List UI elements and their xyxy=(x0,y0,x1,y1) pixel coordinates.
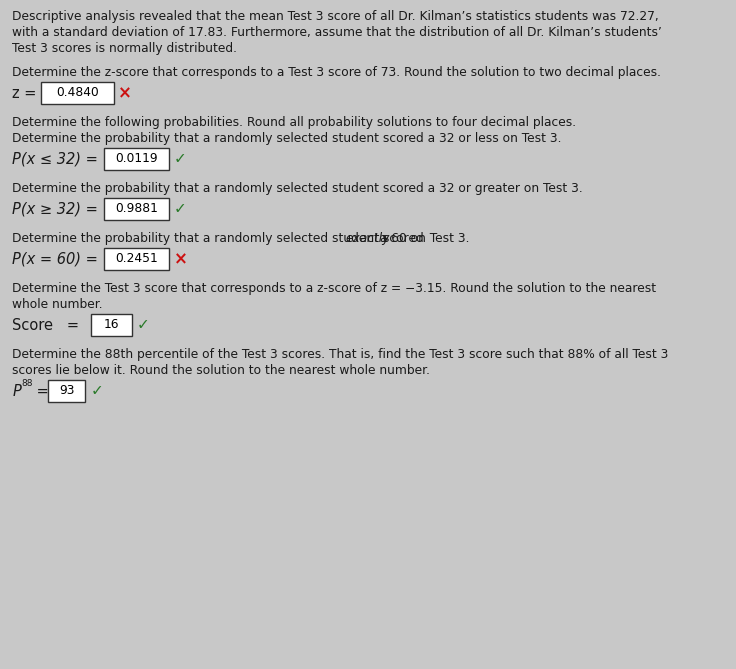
Text: Determine the z-score that corresponds to a Test 3 score of 73. Round the soluti: Determine the z-score that corresponds t… xyxy=(13,66,662,79)
Text: =: = xyxy=(32,384,49,399)
Text: exactly: exactly xyxy=(345,232,389,245)
Text: 0.0119: 0.0119 xyxy=(115,153,158,165)
Text: 0.4840: 0.4840 xyxy=(56,86,99,100)
Text: ✓: ✓ xyxy=(174,201,187,217)
Text: Test 3 scores is normally distributed.: Test 3 scores is normally distributed. xyxy=(13,42,237,55)
Text: z =: z = xyxy=(13,86,37,101)
Text: P(x ≥ 32) =: P(x ≥ 32) = xyxy=(13,202,98,217)
Text: 0.2451: 0.2451 xyxy=(115,252,158,266)
Text: 88: 88 xyxy=(21,379,32,388)
FancyBboxPatch shape xyxy=(104,248,169,270)
Text: Score   =: Score = xyxy=(13,318,79,333)
Text: 0.9881: 0.9881 xyxy=(115,203,158,215)
Text: with a standard deviation of 17.83. Furthermore, assume that the distribution of: with a standard deviation of 17.83. Furt… xyxy=(13,26,662,39)
Text: 16: 16 xyxy=(104,318,119,332)
Text: Determine the 88th percentile of the Test 3 scores. That is, find the Test 3 sco: Determine the 88th percentile of the Tes… xyxy=(13,348,669,361)
Text: 93: 93 xyxy=(59,385,74,397)
Text: a 60 on Test 3.: a 60 on Test 3. xyxy=(376,232,470,245)
Text: ×: × xyxy=(118,84,132,102)
Text: P: P xyxy=(13,384,21,399)
Text: Determine the Test 3 score that corresponds to a z-score of z = −3.15. Round the: Determine the Test 3 score that correspo… xyxy=(13,282,657,295)
Text: ✓: ✓ xyxy=(137,318,150,332)
Text: whole number.: whole number. xyxy=(13,298,103,311)
FancyBboxPatch shape xyxy=(91,314,132,336)
Text: Determine the following probabilities. Round all probability solutions to four d: Determine the following probabilities. R… xyxy=(13,116,576,129)
Text: Determine the probability that a randomly selected student scored a 32 or greate: Determine the probability that a randoml… xyxy=(13,182,583,195)
FancyBboxPatch shape xyxy=(49,380,85,402)
Text: scores lie below it. Round the solution to the nearest whole number.: scores lie below it. Round the solution … xyxy=(13,364,431,377)
Text: Descriptive analysis revealed that the mean Test 3 score of all Dr. Kilman’s sta: Descriptive analysis revealed that the m… xyxy=(13,10,659,23)
Text: P(x = 60) =: P(x = 60) = xyxy=(13,252,98,267)
FancyBboxPatch shape xyxy=(104,148,169,170)
FancyBboxPatch shape xyxy=(104,198,169,220)
Text: ✓: ✓ xyxy=(91,383,103,399)
Text: ×: × xyxy=(174,250,188,268)
FancyBboxPatch shape xyxy=(41,82,113,104)
Text: P(x ≤ 32) =: P(x ≤ 32) = xyxy=(13,152,98,167)
Text: ✓: ✓ xyxy=(174,151,187,167)
Text: Determine the probability that a randomly selected student scored: Determine the probability that a randoml… xyxy=(13,232,428,245)
Text: Determine the probability that a randomly selected student scored a 32 or less o: Determine the probability that a randoml… xyxy=(13,132,562,145)
